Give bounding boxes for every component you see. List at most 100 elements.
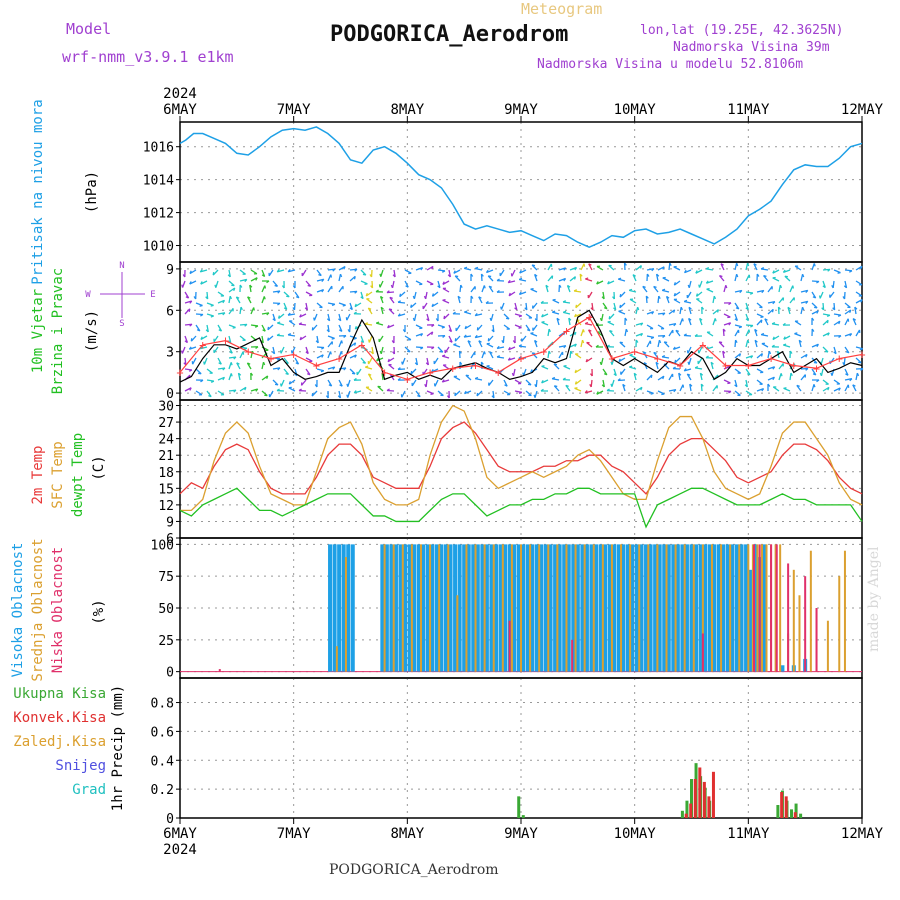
wind-arrow — [354, 302, 362, 308]
wind-arrow — [588, 329, 593, 337]
wind-arrow — [228, 287, 236, 293]
wind-arrowhead — [504, 384, 508, 387]
wind-arrowhead — [314, 384, 318, 388]
wind-arrowhead — [453, 343, 457, 346]
wind-arrow — [789, 297, 795, 304]
wind-arrowhead — [397, 377, 401, 381]
wind-arrowhead — [656, 273, 660, 277]
wind-arrowhead — [349, 307, 353, 311]
wind-arrowhead — [683, 333, 687, 336]
wind-arrowhead — [540, 300, 544, 304]
wind-arrowhead — [267, 326, 270, 330]
wind-arrowhead — [485, 269, 489, 273]
cloud-bar-1 — [335, 646, 338, 672]
wind-arrow — [811, 384, 815, 392]
y-tick-label: 15 — [158, 482, 174, 497]
cloud-bar-0 — [662, 544, 667, 672]
cloud-bar-1 — [538, 544, 541, 672]
wind-gust-marker: + — [790, 359, 797, 373]
wind-arrow — [261, 285, 266, 293]
wind-arrowhead — [360, 340, 364, 344]
precip-bar-1 — [689, 803, 693, 818]
wind-arrow — [688, 280, 692, 288]
compass-e: E — [150, 290, 155, 300]
cloud-bar-1 — [465, 544, 468, 672]
wind-arrow — [272, 280, 279, 287]
wind-arrow — [415, 324, 423, 329]
wind-arrow — [700, 383, 703, 392]
wind-arrow — [843, 357, 846, 366]
wind-arrowhead — [680, 306, 684, 311]
wind-arrow — [360, 357, 367, 364]
wind-arrow — [465, 374, 472, 381]
wind-arrow — [401, 390, 406, 398]
wind-arrowhead — [339, 273, 343, 278]
temp-sfc-line — [180, 404, 863, 512]
wind-arrow — [662, 289, 670, 293]
wind-arrowhead — [716, 309, 720, 313]
wind-arrow — [327, 366, 335, 370]
wind-arrowhead — [767, 383, 771, 387]
cloud-bar-0 — [489, 544, 494, 672]
wind-arrow — [569, 266, 577, 271]
wind-arrowhead — [783, 343, 787, 346]
wind-arrowhead — [701, 306, 705, 310]
wind-arrow — [499, 269, 505, 277]
wind-arrow — [448, 335, 453, 343]
wind-arrowhead — [811, 328, 815, 332]
wind-arrow — [706, 331, 714, 337]
wind-arrowhead — [488, 275, 492, 278]
wind-arrow — [488, 379, 494, 386]
wind-arrowhead — [200, 379, 204, 383]
wind-arrow — [327, 313, 331, 321]
wind-arrow — [228, 373, 232, 381]
wind-arrow — [377, 385, 384, 392]
wind-arrow — [530, 288, 538, 293]
wind-arrowhead — [662, 375, 665, 380]
wind-arrow — [250, 324, 259, 327]
wind-arrowhead — [496, 278, 500, 282]
wind-arrowhead — [343, 266, 346, 270]
wind-arrowhead — [454, 392, 457, 396]
wind-arrow — [547, 350, 550, 359]
cloud-bar-0 — [612, 544, 617, 672]
wind-arrowhead — [588, 263, 592, 266]
cloud-bar-0 — [425, 544, 430, 672]
wind-arrowhead — [588, 329, 592, 332]
wind-arrow — [381, 372, 384, 381]
wind-arrow — [668, 329, 674, 337]
wind-arrow — [206, 390, 212, 397]
wind-arrowhead — [501, 340, 504, 344]
wind-arrowhead — [827, 268, 831, 272]
wind-arrow — [783, 335, 791, 340]
wind-arrow — [283, 291, 290, 298]
wind-arrowhead — [276, 333, 280, 336]
x-tick-label: 8MAY — [390, 826, 424, 842]
wind-arrowhead — [346, 394, 349, 398]
wind-arrowhead — [435, 318, 439, 322]
wind-arrow — [535, 379, 538, 388]
wind-arrowhead — [343, 335, 347, 338]
wind-arrow — [855, 299, 863, 304]
wind-arrowhead — [351, 372, 356, 375]
wind-arrowhead — [860, 368, 864, 371]
wind-arrowhead — [650, 392, 654, 395]
wind-arrowhead — [464, 310, 468, 313]
wind-arrow — [822, 332, 830, 337]
wind-arrowhead — [681, 318, 684, 322]
wind-arrowhead — [332, 268, 336, 272]
cloud-bar-2 — [571, 639, 574, 672]
wind-arrow — [437, 390, 444, 396]
wind-arrow — [602, 302, 608, 310]
wind-arrow — [380, 269, 384, 277]
wind-arrowhead — [354, 342, 357, 346]
wind-arrowhead — [816, 280, 820, 284]
wind-arrowhead — [837, 271, 841, 274]
wind-arrowhead — [442, 281, 445, 285]
wind-arrowhead — [801, 273, 805, 278]
cloud-bar-0 — [557, 544, 562, 672]
temp-ylabel-sfc: SFC Temp — [50, 441, 66, 508]
wind-arrowhead — [292, 285, 296, 289]
cloud-bar-2 — [815, 608, 818, 672]
wind-arrow — [502, 335, 505, 344]
